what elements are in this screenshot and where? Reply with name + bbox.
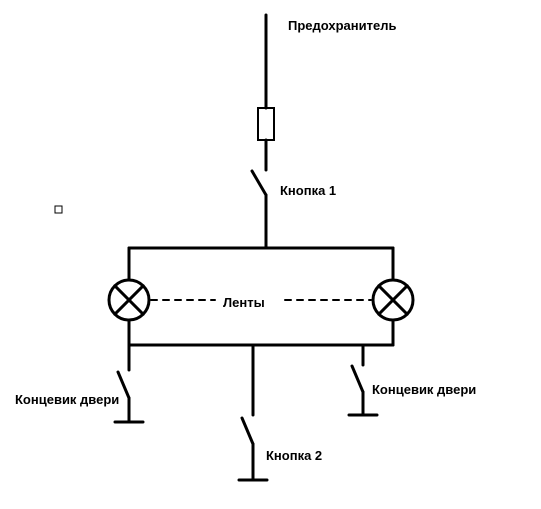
circuit-diagram	[0, 0, 541, 509]
label-fuse: Предохранитель	[288, 18, 396, 33]
label-tapes: Ленты	[223, 295, 265, 310]
label-door-switch-left: Концевик двери	[15, 392, 119, 407]
label-door-switch-right: Концевик двери	[372, 382, 476, 397]
label-button2: Кнопка 2	[266, 448, 322, 463]
label-button1: Кнопка 1	[280, 183, 336, 198]
